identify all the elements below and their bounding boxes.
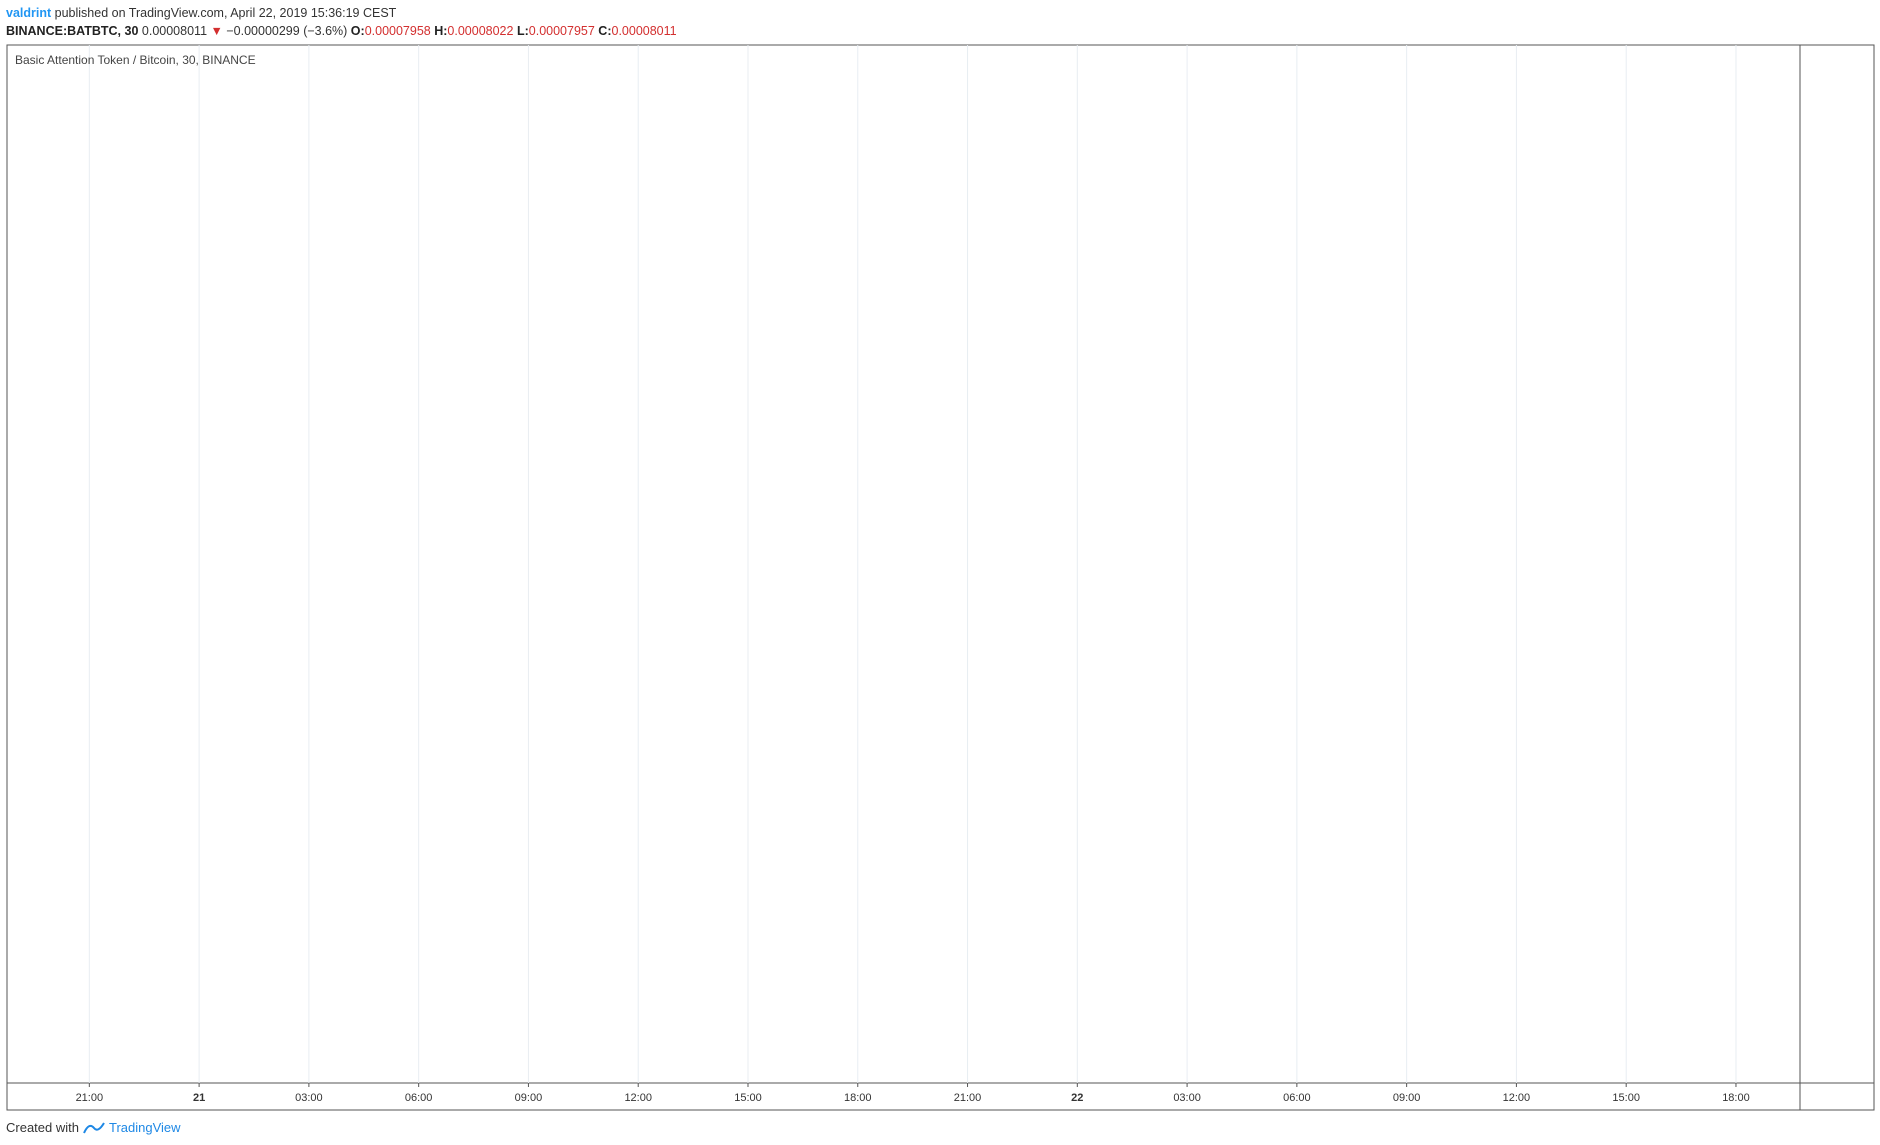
time-tick-label: 18:00	[844, 1092, 872, 1104]
chart-header: valdrint published on TradingView.com, A…	[6, 4, 677, 40]
time-axis[interactable]: 21:00 21 03:00 06:00 09:00 12:00 15:00 18:00 21:…	[76, 1083, 1750, 1104]
time-tick-label: 15:00	[734, 1092, 762, 1104]
chart-grid	[6, 44, 1875, 1111]
high-label: H:	[434, 24, 448, 38]
time-tick-label: 21	[193, 1092, 205, 1104]
last-price: 0.00008011	[141, 24, 208, 38]
time-tick-label: 12:00	[624, 1092, 652, 1104]
price-change: −0.00000299 (−3.6%)	[226, 24, 348, 38]
time-tick-label: 21:00	[954, 1092, 982, 1104]
down-arrow-icon: ▼	[210, 24, 223, 38]
time-tick-label: 06:00	[1283, 1092, 1311, 1104]
author-link[interactable]: valdrint	[6, 6, 52, 20]
close-value: 0.00008011	[611, 24, 677, 38]
created-with-label: Created with	[6, 1120, 79, 1135]
time-tick-label: 09:00	[515, 1092, 543, 1104]
time-tick-label: 03:00	[1173, 1092, 1201, 1104]
time-tick-label: 06:00	[405, 1092, 433, 1104]
high-value: 0.00008022	[447, 24, 514, 38]
tradingview-link[interactable]: TradingView	[108, 1120, 181, 1135]
time-tick-label: 09:00	[1393, 1092, 1421, 1104]
time-tick-label: 21:00	[76, 1092, 104, 1104]
publish-line: valdrint published on TradingView.com, A…	[6, 4, 677, 22]
low-label: L:	[516, 24, 529, 38]
ohlc-line: BINANCE:BATBTC, 30 0.00008011 ▼ −0.00000…	[6, 22, 677, 40]
time-tick-label: 22	[1071, 1092, 1083, 1104]
time-tick-label: 03:00	[295, 1092, 323, 1104]
low-value: 0.00007957	[528, 24, 595, 38]
candlestick-chart[interactable]: 0.000063000.000064000.000065000.00006600…	[0, 0, 1880, 1115]
open-value: 0.00007958	[364, 24, 431, 38]
footer: Created with TradingView	[6, 1120, 181, 1135]
chart-frame	[6, 44, 1875, 1111]
publish-info: published on TradingView.com, April 22, …	[54, 6, 397, 20]
time-tick-label: 15:00	[1612, 1092, 1640, 1104]
tradingview-logo-icon	[83, 1121, 105, 1133]
close-label: C:	[598, 24, 612, 38]
time-tick-label: 12:00	[1503, 1092, 1531, 1104]
time-tick-label: 18:00	[1722, 1092, 1750, 1104]
chart-title: Basic Attention Token / Bitcoin, 30, BIN…	[15, 53, 256, 67]
symbol-label: BINANCE:BATBTC, 30	[6, 24, 139, 38]
open-label: O:	[350, 24, 365, 38]
